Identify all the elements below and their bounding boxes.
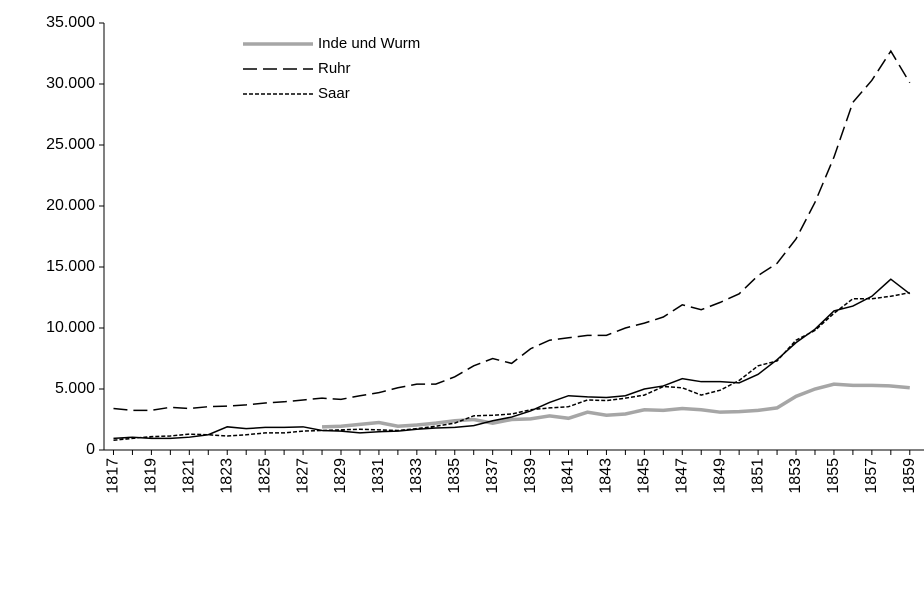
y-tick-label: 30.000	[46, 75, 95, 92]
x-tick-label: 1857	[863, 458, 880, 494]
x-tick-label: 1841	[560, 458, 577, 494]
y-tick-label: 20.000	[46, 197, 95, 214]
x-tick-label: 1825	[256, 458, 273, 494]
y-tick-label: 0	[86, 441, 95, 458]
x-tick-label: 1833	[408, 458, 425, 494]
legend-label: Saar	[318, 85, 350, 102]
x-tick-label: 1821	[181, 458, 198, 494]
x-tick-label: 1829	[332, 458, 349, 494]
y-tick-label: 15.000	[46, 258, 95, 275]
x-tick-label: 1819	[143, 458, 160, 494]
legend-label: Ruhr	[318, 60, 351, 77]
y-tick-label: 10.000	[46, 319, 95, 336]
x-tick-label: 1823	[218, 458, 235, 494]
series-line	[113, 278, 911, 440]
x-tick-label: 1835	[446, 458, 463, 494]
y-tick-label: 25.000	[46, 136, 95, 153]
x-tick-label: 1851	[749, 458, 766, 494]
series-line	[321, 382, 910, 429]
x-tick-label: 1837	[484, 458, 501, 494]
x-tick-label: 1827	[294, 458, 311, 494]
x-tick-label: 1855	[825, 458, 842, 494]
series-line	[113, 49, 911, 412]
x-tick-label: 1859	[901, 458, 918, 494]
x-tick-label: 1845	[636, 458, 653, 494]
y-tick-label: 35.000	[46, 14, 95, 31]
x-tick-label: 1849	[711, 458, 728, 494]
x-tick-label: 1817	[105, 458, 122, 494]
y-tick-label: 5.000	[55, 380, 95, 397]
x-tick-label: 1847	[673, 458, 690, 494]
x-tick-label: 1831	[370, 458, 387, 494]
x-tick-label: 1843	[598, 458, 615, 494]
x-tick-label: 1853	[787, 458, 804, 494]
x-tick-label: 1839	[522, 458, 539, 494]
series-line	[113, 291, 910, 441]
legend-label: Inde und Wurm	[318, 35, 420, 52]
